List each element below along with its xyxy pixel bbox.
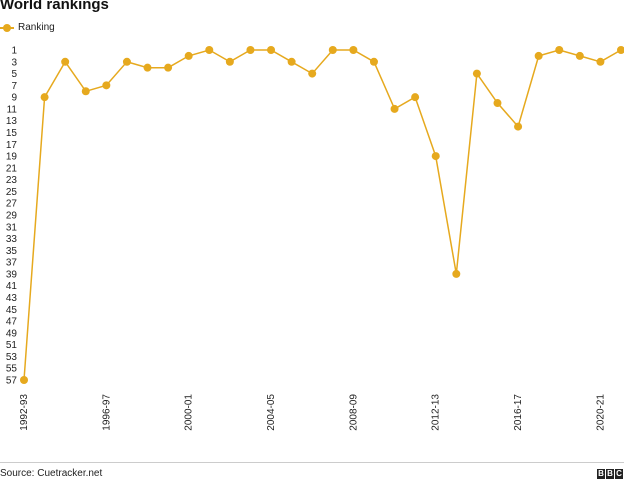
- data-point: [534, 51, 543, 60]
- y-tick-label: 55: [6, 364, 18, 375]
- y-tick-label: 19: [6, 152, 18, 163]
- data-point: [205, 46, 214, 54]
- y-tick-label: 23: [6, 175, 18, 186]
- data-point: [596, 57, 605, 66]
- data-point: [246, 46, 255, 54]
- data-point: [411, 93, 420, 102]
- legend-label: Ranking: [18, 22, 55, 33]
- x-tick-label: 2004-05: [266, 394, 277, 431]
- y-tick-label: 57: [6, 376, 18, 387]
- x-tick-label: 2008-09: [348, 394, 359, 431]
- y-tick-label: 9: [11, 93, 17, 104]
- data-point: [575, 51, 584, 60]
- x-tick-label: 1996-97: [101, 394, 112, 431]
- y-tick-label: 43: [6, 293, 18, 304]
- data-point: [452, 269, 461, 278]
- y-tick-label: 7: [11, 81, 17, 92]
- footer-divider: [0, 462, 624, 463]
- bbc-logo-b2: B: [606, 469, 614, 479]
- data-point: [61, 57, 70, 66]
- y-tick-label: 1: [11, 46, 17, 57]
- data-point: [122, 57, 131, 66]
- data-point: [617, 46, 624, 54]
- y-tick-label: 21: [6, 163, 18, 174]
- data-point: [514, 122, 523, 131]
- y-tick-label: 25: [6, 187, 18, 198]
- y-tick-label: 49: [6, 328, 18, 339]
- y-tick-label: 3: [11, 57, 17, 68]
- bbc-logo-b1: B: [597, 469, 605, 479]
- y-tick-label: 17: [6, 140, 18, 151]
- y-tick-label: 37: [6, 258, 18, 269]
- data-point: [164, 63, 173, 72]
- y-tick-label: 11: [7, 104, 18, 115]
- data-point: [308, 69, 317, 78]
- legend-swatch-dot: [3, 23, 11, 32]
- y-tick-label: 31: [6, 222, 18, 233]
- y-tick-label: 47: [6, 317, 18, 328]
- y-tick-label: 35: [6, 246, 18, 257]
- legend: Ranking: [0, 22, 55, 33]
- data-point: [493, 99, 502, 108]
- y-tick-label: 45: [6, 305, 18, 316]
- y-tick-label: 15: [6, 128, 18, 139]
- series-points: [20, 46, 624, 384]
- source-note: Source: Cuetracker.net: [0, 468, 103, 479]
- y-tick-label: 5: [11, 69, 17, 80]
- bbc-logo: B B C: [597, 469, 623, 479]
- data-point: [184, 51, 193, 60]
- data-point: [81, 87, 90, 96]
- y-tick-label: 53: [6, 352, 18, 363]
- data-point: [349, 46, 358, 54]
- y-tick-label: 29: [6, 211, 18, 222]
- y-tick-label: 39: [6, 269, 18, 280]
- data-point: [225, 57, 234, 66]
- x-axis-ticks: 1992-93 1996-97 2000-01 2004-05 2008-09 2012-…: [19, 394, 606, 431]
- bbc-logo-c: C: [615, 469, 623, 479]
- data-point: [102, 81, 111, 90]
- data-point: [267, 46, 276, 54]
- x-tick-label: 2000-01: [184, 394, 195, 431]
- data-point: [328, 46, 337, 54]
- data-point: [287, 57, 296, 66]
- y-tick-label: 13: [6, 116, 18, 127]
- data-point: [431, 152, 440, 161]
- chart-title: World rankings: [0, 0, 109, 13]
- data-point: [390, 104, 399, 113]
- legend-swatch: [0, 23, 14, 33]
- data-point: [20, 376, 28, 384]
- y-tick-label: 27: [6, 199, 18, 210]
- y-tick-label: 51: [6, 340, 18, 351]
- x-tick-label: 2020-21: [595, 394, 606, 431]
- data-point: [555, 46, 564, 54]
- x-tick-label: 2012-13: [431, 394, 442, 431]
- y-tick-label: 33: [6, 234, 18, 245]
- x-tick-label: 1992-93: [19, 394, 30, 431]
- y-axis-ticks: 1357911131517192123252729313335373941434…: [6, 46, 18, 387]
- data-point: [369, 57, 378, 66]
- series-line-ranking: [23, 49, 622, 381]
- data-point: [472, 69, 481, 78]
- x-tick-label: 2016-17: [513, 394, 524, 431]
- y-tick-label: 41: [6, 281, 18, 292]
- data-point: [143, 63, 152, 72]
- data-point: [40, 93, 49, 102]
